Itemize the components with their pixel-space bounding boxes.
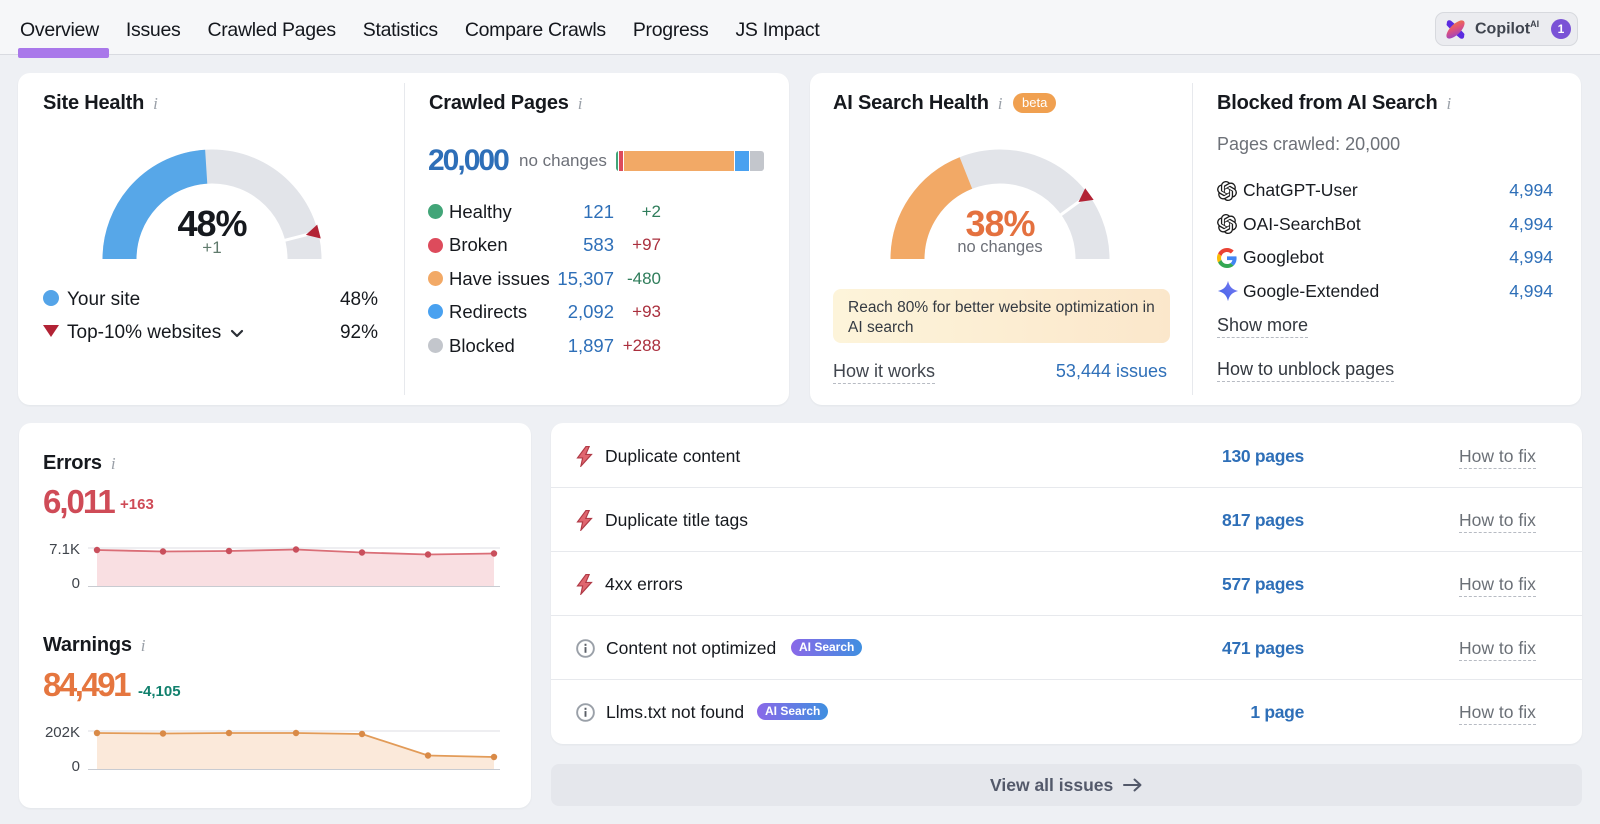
svg-text:no changes: no changes	[957, 238, 1042, 256]
svg-text:+1: +1	[202, 238, 221, 257]
svg-text:38%: 38%	[965, 203, 1035, 244]
svg-text:48%: 48%	[177, 203, 247, 244]
